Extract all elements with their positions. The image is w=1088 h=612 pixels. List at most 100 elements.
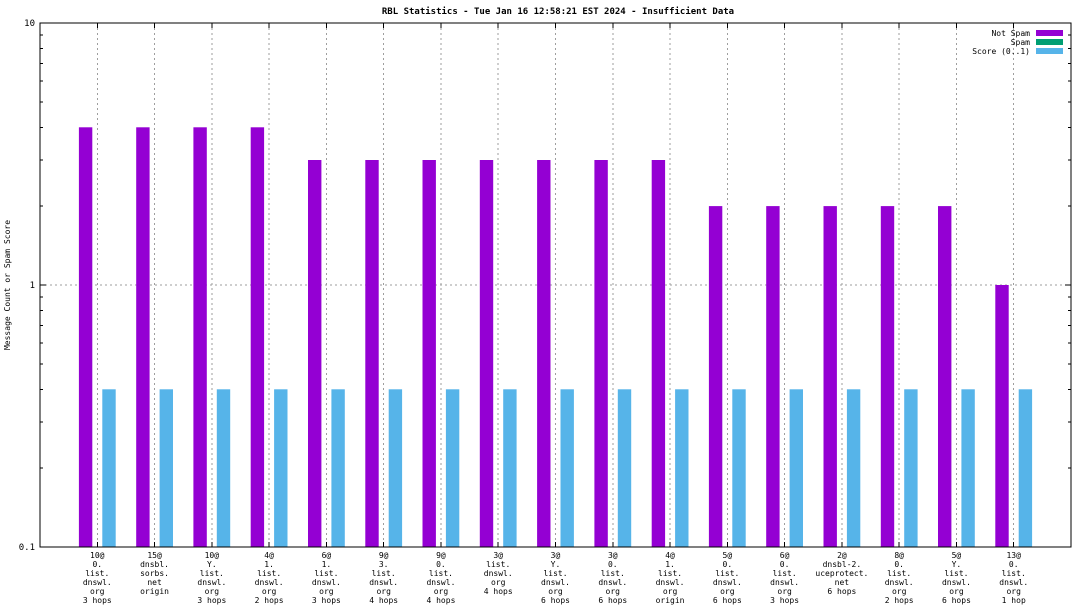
x-category-label: sorbs. (140, 569, 169, 578)
x-category-label: list. (658, 569, 682, 578)
x-category-label: 10@ (90, 551, 105, 560)
x-category-label: Y. (952, 560, 962, 569)
x-category-label: org (90, 587, 105, 596)
chart-title: RBL Statistics - Tue Jan 16 12:58:21 EST… (382, 6, 734, 17)
x-category-label: list. (85, 569, 109, 578)
x-category-label: 9@ (379, 551, 389, 560)
legend: Not Spam Spam Score (0..1) (972, 29, 1063, 56)
bar-score-0-1--16 (1018, 389, 1033, 547)
x-category-label: 4 hops (484, 587, 513, 596)
x-category-label: list. (314, 569, 338, 578)
x-category-label: list. (486, 560, 510, 569)
plot-border (39, 22, 1072, 548)
x-category-label: 0. (780, 560, 790, 569)
x-category-label: dnswl. (83, 578, 112, 587)
bar-not-spam-6 (422, 160, 436, 547)
bar-not-spam-9 (594, 160, 608, 547)
x-category-label: net (835, 578, 850, 587)
x-category-label: org (892, 587, 907, 596)
x-category-label: uceprotect. (815, 569, 868, 578)
x-category-label: org (720, 587, 735, 596)
x-category-label: list. (715, 569, 739, 578)
x-category-label: dnsbl-2. (823, 560, 862, 569)
x-category-label: 1. (322, 560, 332, 569)
x-category-label: list. (601, 569, 625, 578)
x-category-label: 13@ (1006, 551, 1021, 560)
x-category-label: org (949, 587, 964, 596)
x-category-label: 0. (1009, 560, 1019, 569)
x-category-label: 4@ (665, 551, 675, 560)
grid-lines (40, 23, 1071, 547)
bar-score-0-1--15 (961, 389, 975, 547)
bar-score-0-1--7 (503, 389, 517, 547)
bar-not-spam-0 (78, 127, 93, 548)
x-category-label: org (548, 587, 563, 596)
bars (78, 127, 1033, 548)
x-category-label: 3 hops (312, 596, 341, 605)
y-tick-label-0.1: 0.1 (19, 543, 35, 553)
x-category-label: list. (887, 569, 911, 578)
x-category-label: 1 hop (1002, 596, 1026, 605)
x-category-label: 6@ (780, 551, 790, 560)
x-category-label: Y. (551, 560, 561, 569)
x-category-label: dnswl. (312, 578, 341, 587)
x-category-label: 6@ (322, 551, 332, 560)
legend-swatch-not-spam (1036, 30, 1063, 36)
x-category-label: dnswl. (942, 578, 971, 587)
bar-not-spam-13 (823, 206, 837, 547)
bar-score-0-1--14 (904, 389, 918, 547)
x-category-label: 10@ (205, 551, 220, 560)
x-category-label: 3. (379, 560, 389, 569)
x-category-label: 3@ (608, 551, 618, 560)
x-category-label: list. (543, 569, 567, 578)
bar-score-0-1--11 (732, 389, 746, 547)
x-category-label: list. (1002, 569, 1026, 578)
bar-score-0-1--2 (216, 389, 231, 547)
x-category-label: 15@ (147, 551, 162, 560)
y-tick-label-1: 1 (30, 281, 35, 291)
bar-not-spam-2 (193, 127, 207, 548)
x-category-label: list. (944, 569, 968, 578)
x-category-label: 3 hops (197, 596, 226, 605)
x-category-label: 3 hops (770, 596, 799, 605)
bar-not-spam-14 (880, 206, 895, 547)
x-category-label: org (319, 587, 334, 596)
legend-label-spam: Spam (1011, 38, 1030, 47)
bar-not-spam-1 (136, 127, 150, 548)
legend-label-not-spam: Not Spam (991, 29, 1030, 38)
bar-score-0-1--1 (159, 389, 173, 547)
x-category-label: 6 hops (713, 596, 742, 605)
x-category-label: Y. (207, 560, 217, 569)
x-category-label: 5@ (723, 551, 733, 560)
legend-swatch-spam (1036, 39, 1063, 45)
legend-label-score: Score (0..1) (972, 47, 1030, 56)
x-category-label: 6 hops (942, 596, 971, 605)
bar-score-0-1--9 (617, 389, 632, 547)
bar-not-spam-8 (537, 160, 551, 547)
x-category-label: org (491, 578, 506, 587)
bar-not-spam-15 (938, 206, 952, 547)
bar-score-0-1--6 (445, 389, 460, 547)
x-category-label: list. (372, 569, 396, 578)
bar-not-spam-3 (250, 127, 265, 548)
x-category-label: org (777, 587, 792, 596)
x-category-label: origin (140, 587, 169, 596)
x-category-label: dnswl. (369, 578, 398, 587)
x-category-label: 4 hops (369, 596, 398, 605)
x-category-label: 8@ (894, 551, 904, 560)
bar-not-spam-7 (479, 160, 494, 547)
x-category-label: 6 hops (827, 587, 856, 596)
x-category-label: org (205, 587, 220, 596)
x-category-label: 6 hops (541, 596, 570, 605)
x-category-label: 1. (264, 560, 274, 569)
x-category-label: 0. (894, 560, 904, 569)
legend-item-not-spam: Not Spam (991, 29, 1063, 38)
legend-item-spam: Spam (1011, 38, 1063, 47)
bar-not-spam-10 (651, 160, 666, 547)
x-category-label: 2@ (837, 551, 847, 560)
bar-not-spam-11 (708, 206, 723, 547)
x-category-label: list. (200, 569, 224, 578)
x-category-label: org (663, 587, 678, 596)
x-category-label: 3 hops (83, 596, 112, 605)
